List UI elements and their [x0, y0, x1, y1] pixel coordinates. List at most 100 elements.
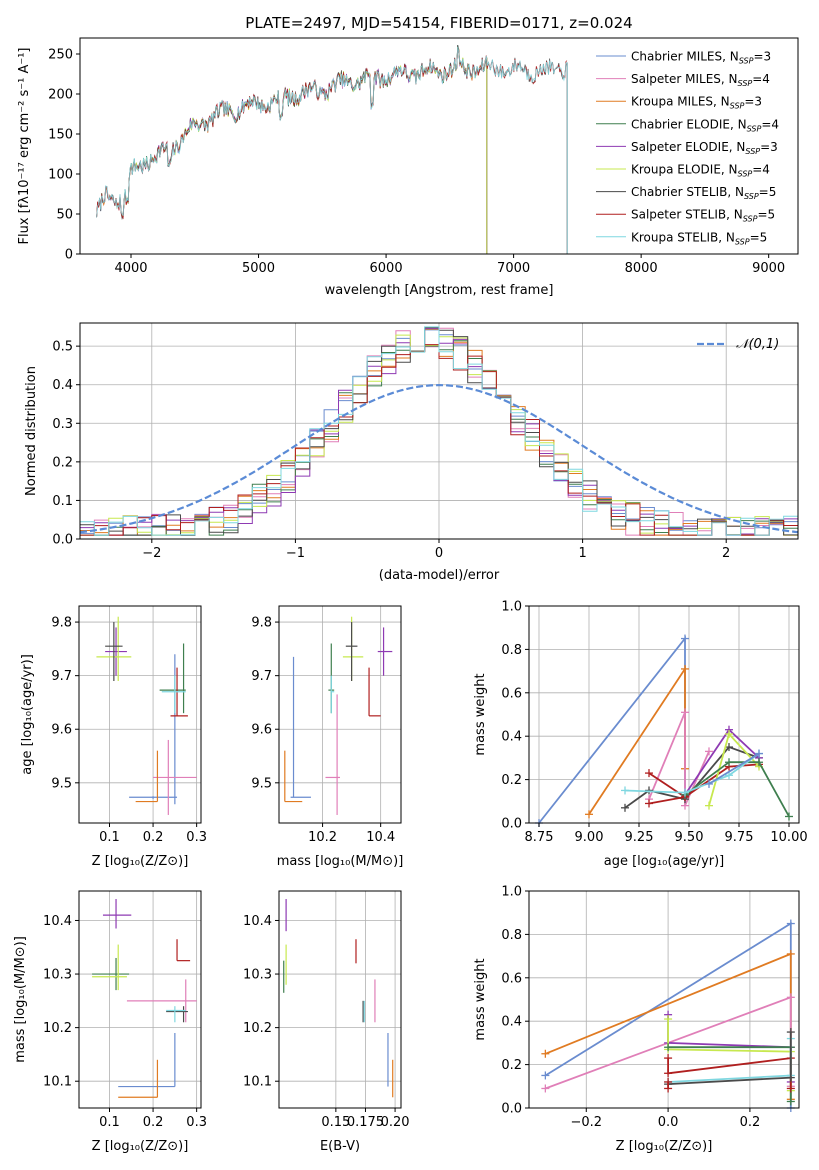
- spectrum-series-krou_stelib: [96, 46, 568, 218]
- x-tick-label: 10.4: [366, 830, 395, 845]
- x-tick-label: 6000: [370, 261, 403, 276]
- age-vs-mass-panel: 10.2 10.4 9.5 9.6 9.7 9.8 mass [log₁₀(M/M⊙)]: [251, 605, 404, 869]
- legend-subscript: SSP: [743, 215, 758, 224]
- y-tick-label: 0.1: [52, 494, 73, 509]
- x-tick-label: 0.3: [186, 1115, 207, 1130]
- y-tick-label: 100: [48, 168, 73, 183]
- y-axis-label: mass weight: [473, 958, 488, 1040]
- legend-count: =4: [761, 117, 779, 131]
- y-tick-label: 0.2: [501, 773, 522, 788]
- y-tick-label: 200: [48, 88, 73, 103]
- legend-count: =5: [757, 208, 775, 222]
- x-tick-label: 0.175: [347, 1115, 384, 1130]
- x-tick-label: 9.00: [575, 830, 604, 845]
- y-tick-label: 9.6: [251, 723, 272, 738]
- y-tick-label: 0.8: [501, 928, 522, 943]
- x-axis-label: wavelength [Angstrom, rest frame]: [325, 283, 554, 298]
- y-tick-label: 150: [48, 128, 73, 143]
- legend-subscript: SSP: [739, 57, 754, 66]
- y-tick-label: 250: [48, 48, 73, 63]
- x-tick-label: 8000: [625, 261, 658, 276]
- x-axis-label: E(B-V): [320, 1139, 360, 1154]
- axes-frame: [528, 605, 800, 824]
- legend-label-krou_stelib: Kroupa STELIB, NSSP=5: [631, 230, 767, 246]
- y-tick-label: 10.4: [43, 914, 72, 929]
- legend-label-salp_stelib: Salpeter STELIB, NSSP=5: [631, 208, 775, 224]
- legend-subscript: SSP: [744, 192, 759, 201]
- x-tick-label: 7000: [497, 261, 530, 276]
- x-tick-label: −1: [286, 546, 305, 561]
- x-tick-label: 8.75: [525, 830, 554, 845]
- x-tick-label: 0.1: [99, 830, 120, 845]
- weight-line-chab_miles: [708, 752, 760, 785]
- x-tick-label: 10.00: [770, 830, 807, 845]
- y-tick-label: 50: [56, 208, 73, 223]
- spectrum-panel: 4000 5000 6000 7000 8000 9000 0 50 100 150 200 250 w…: [17, 14, 799, 298]
- y-axis-label: mass [log₁₀(M/M⊙)]: [13, 936, 28, 1063]
- x-tick-label: 9.75: [725, 830, 754, 845]
- legend-count: =4: [752, 163, 770, 177]
- legend-label-salp_elodie: Salpeter ELODIE, NSSP=3: [631, 140, 778, 156]
- x-tick-label: 9.25: [625, 830, 654, 845]
- legend-subscript: SSP: [735, 237, 750, 246]
- y-tick-label: 0.8: [501, 643, 522, 658]
- y-tick-label: 10.2: [243, 1021, 272, 1036]
- legend-subscript: SSP: [745, 147, 760, 156]
- y-tick-label: 9.5: [51, 776, 72, 791]
- legend-subscript: SSP: [730, 102, 745, 111]
- y-tick-label: 0.6: [501, 686, 522, 701]
- spectrum-lines: [96, 45, 568, 254]
- y-tick-label: 0.4: [501, 1015, 522, 1030]
- axes-frame: [78, 890, 202, 1109]
- x-axis-label: Z [log₁₀(Z/Z⊙)]: [616, 1139, 713, 1154]
- x-tick-label: 10.2: [308, 830, 337, 845]
- x-tick-label: 0.15: [321, 1115, 350, 1130]
- axes-frame: [78, 605, 202, 824]
- y-axis-label: mass weight: [473, 673, 488, 755]
- legend-count: =3: [760, 140, 778, 154]
- legend-label-chab_elodie: Chabrier ELODIE, NSSP=4: [631, 117, 779, 133]
- age-vs-metallicity-panel: 0.1 0.2 0.3 9.5 9.6 9.7 9.8 Z [log₁₀(Z/Z⊙)] age …: [20, 605, 207, 869]
- legend-subscript: SSP: [738, 170, 753, 179]
- weight-vs-age-panel: 8.75 9.00 9.25 9.50 9.75 10.00 0.0 0.2 0.4 0.6 0.8…: [473, 600, 808, 870]
- x-tick-label: −2: [142, 546, 161, 561]
- y-tick-label: 10.4: [243, 914, 272, 929]
- y-tick-label: 0.0: [501, 1102, 522, 1117]
- legend-count: =3: [744, 95, 762, 109]
- y-tick-label: 0: [65, 248, 73, 263]
- x-tick-label: 9.50: [675, 830, 704, 845]
- histograms: [80, 326, 798, 536]
- y-axis-label: Flux [fλ10⁻¹⁷ erg cm⁻² s⁻¹ A⁻¹]: [17, 48, 32, 245]
- axes-frame: [278, 890, 402, 1109]
- legend-label-chab_miles: Chabrier MILES, NSSP=3: [631, 50, 771, 66]
- legend-count: =4: [752, 72, 770, 86]
- x-axis-label: mass [log₁₀(M/M⊙)]: [277, 854, 404, 869]
- y-tick-label: 9.6: [51, 723, 72, 738]
- legend-subscript: SSP: [747, 124, 762, 133]
- x-tick-label: 0: [435, 546, 443, 561]
- y-tick-label: 0.4: [501, 730, 522, 745]
- x-tick-label: 9000: [752, 261, 785, 276]
- x-tick-label: 0.2: [143, 1115, 164, 1130]
- legend-label-normal: 𝒩(0,1): [736, 337, 779, 352]
- y-tick-label: 0.2: [501, 1058, 522, 1073]
- axes-frame: [278, 605, 402, 824]
- y-tick-label: 9.8: [51, 616, 72, 631]
- y-tick-label: 0.4: [52, 378, 73, 393]
- y-tick-label: 1.0: [501, 885, 522, 900]
- y-tick-label: 0.6: [501, 971, 522, 986]
- axes-frame: [528, 890, 800, 1109]
- x-tick-label: −0.2: [570, 1115, 602, 1130]
- y-axis-label: age [log₁₀(age/yr)]: [20, 654, 35, 775]
- x-tick-label: 0.2: [740, 1115, 761, 1130]
- x-tick-label: 2: [722, 546, 730, 561]
- legend-label-krou_miles: Kroupa MILES, NSSP=3: [631, 95, 762, 111]
- legend-label-chab_stelib: Chabrier STELIB, NSSP=5: [631, 185, 776, 201]
- y-tick-label: 0.5: [52, 340, 73, 355]
- y-tick-label: 0.2: [52, 455, 73, 470]
- y-tick-label: 1.0: [501, 600, 522, 615]
- spectrum-legend: Chabrier MILES, NSSP=3 Salpeter MILES, NS…: [596, 50, 779, 246]
- mass-vs-metallicity-panel: 0.1 0.2 0.3 10.1 10.2 10.3 10.4 Z [log₁₀(Z/Z⊙)]…: [13, 890, 207, 1154]
